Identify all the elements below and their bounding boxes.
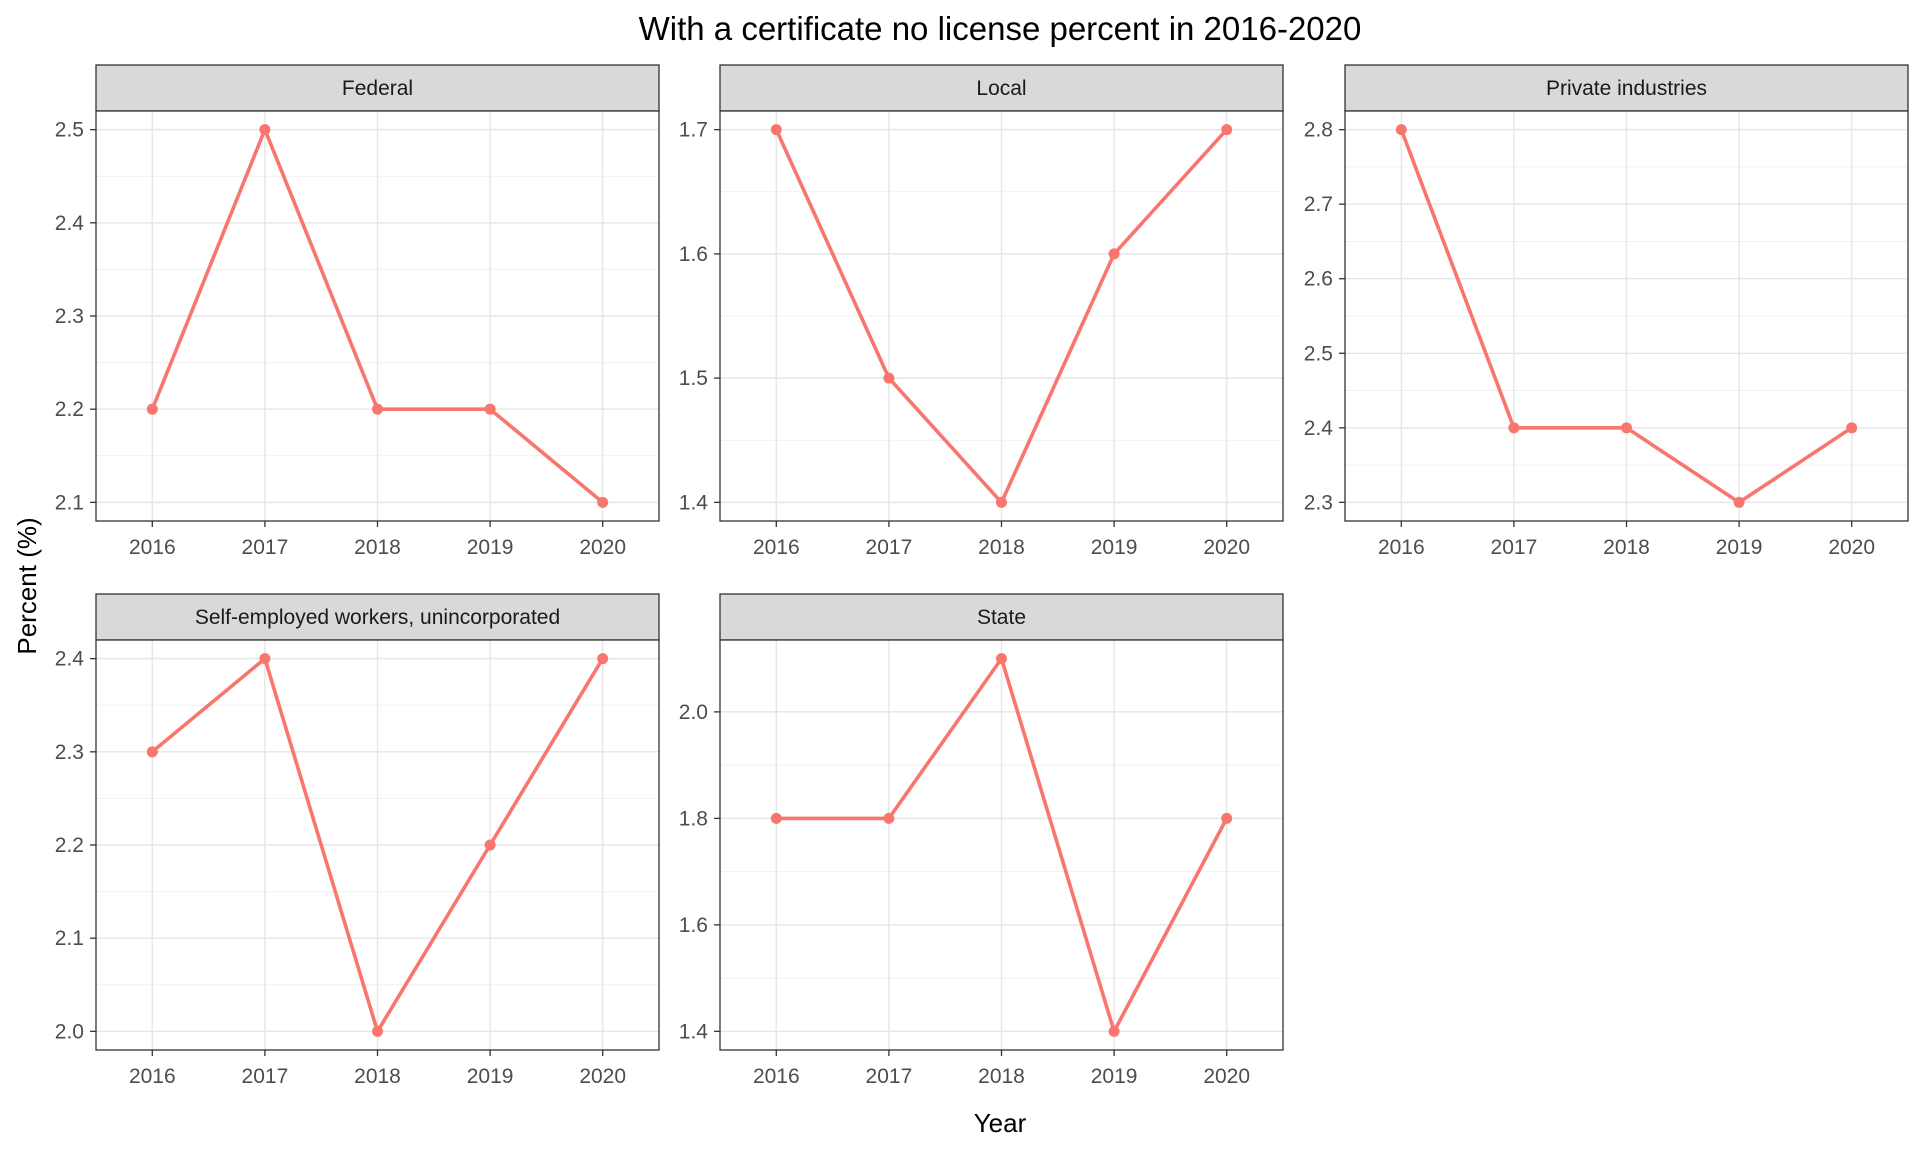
x-tick-label: 2020	[579, 536, 626, 559]
y-tick-label: 2.4	[55, 212, 85, 235]
data-point	[1733, 496, 1745, 508]
strip-label: State	[977, 606, 1026, 629]
strip-label: Self-employed workers, unincorporated	[195, 606, 560, 629]
x-tick-label: 2018	[354, 1065, 401, 1088]
data-point	[484, 839, 496, 851]
x-tick-label: 2017	[866, 1065, 913, 1088]
y-tick-label: 1.4	[679, 491, 709, 514]
x-tick-label: 2016	[753, 536, 800, 559]
y-tick-label: 2.3	[55, 305, 84, 328]
data-point	[1395, 124, 1407, 136]
data-point	[1221, 812, 1233, 824]
x-tick-label: 2017	[242, 536, 289, 559]
y-tick-label: 2.0	[679, 701, 708, 724]
x-tick-label: 2019	[467, 536, 514, 559]
strip-background	[719, 593, 1284, 641]
data-point	[1508, 422, 1520, 434]
strip-label: Private industries	[1546, 77, 1707, 100]
x-tick-label: 2019	[1716, 536, 1763, 559]
x-tick-label: 2016	[753, 1065, 800, 1088]
panel-self-employed-workers-unincorporated: Self-employed workers, unincorporated 2.0…	[55, 593, 660, 1088]
x-tick-label: 2019	[1091, 1065, 1138, 1088]
strip-background	[95, 64, 660, 112]
data-point	[597, 496, 609, 508]
x-tick-label: 2018	[354, 536, 401, 559]
data-point	[146, 403, 158, 415]
data-point	[1108, 1025, 1120, 1037]
data-point	[1846, 422, 1858, 434]
data-point	[259, 124, 271, 136]
panel-state: State 1.4 1.6 1.8 2.0 2016 2017 2018 2019 2020	[679, 593, 1284, 1088]
y-tick-label: 2.0	[55, 1020, 84, 1043]
x-tick-label: 2020	[1203, 536, 1250, 559]
data-point	[996, 496, 1007, 508]
data-point	[146, 746, 158, 758]
x-tick-label: 2020	[1828, 536, 1875, 559]
y-tick-label: 2.4	[55, 648, 85, 671]
y-tick-label: 2.7	[1304, 193, 1333, 216]
data-point	[1221, 124, 1233, 136]
x-tick-label: 2018	[978, 1065, 1025, 1088]
y-tick-label: 1.6	[679, 914, 708, 937]
y-tick-label: 2.5	[1304, 342, 1333, 365]
y-axis-title: Percent (%)	[12, 517, 42, 654]
data-point	[372, 403, 383, 415]
x-tick-label: 2018	[978, 536, 1025, 559]
y-tick-label: 2.5	[55, 119, 84, 142]
y-tick-label: 1.7	[679, 119, 708, 142]
panel-private-industries: Private industries 2.3 2.4 2.5 2.6 2.7 2.8 2016…	[1304, 64, 1909, 559]
y-tick-label: 2.3	[1304, 491, 1333, 514]
panel-federal: Federal 2.1 2.2 2.3 2.4 2.5 2016 2017 2018 2019 20…	[55, 64, 660, 559]
data-point	[1108, 248, 1120, 260]
data-point	[770, 812, 782, 824]
x-tick-label: 2020	[1203, 1065, 1250, 1088]
x-axis-title: Year	[974, 1108, 1027, 1138]
data-point	[259, 653, 271, 665]
x-tick-label: 2016	[129, 536, 176, 559]
y-tick-label: 2.2	[55, 834, 84, 857]
y-tick-label: 2.4	[1304, 417, 1334, 440]
data-point	[770, 124, 782, 136]
panel-local: Local 1.4 1.5 1.6 1.7 2016 2017 2018 2019 2020	[679, 64, 1284, 559]
data-point	[996, 653, 1007, 665]
data-point	[1621, 422, 1632, 434]
y-tick-label: 2.2	[55, 398, 84, 421]
x-tick-label: 2016	[129, 1065, 176, 1088]
data-point	[597, 653, 609, 665]
x-tick-label: 2017	[866, 536, 913, 559]
data-point	[484, 403, 496, 415]
strip-background	[95, 593, 660, 641]
strip-label: Local	[976, 77, 1026, 100]
y-tick-label: 2.6	[1304, 268, 1333, 291]
y-tick-label: 1.5	[679, 367, 708, 390]
y-tick-label: 1.4	[679, 1020, 709, 1043]
data-point	[372, 1025, 383, 1037]
strip-background	[1344, 64, 1909, 112]
strip-label: Federal	[342, 77, 413, 100]
x-tick-label: 2017	[1491, 536, 1538, 559]
y-tick-label: 2.1	[55, 927, 84, 950]
y-tick-label: 1.8	[679, 807, 708, 830]
x-tick-label: 2020	[579, 1065, 626, 1088]
y-tick-label: 2.8	[1304, 119, 1333, 142]
x-tick-label: 2018	[1603, 536, 1650, 559]
x-tick-label: 2017	[242, 1065, 289, 1088]
data-point	[883, 812, 895, 824]
y-tick-label: 2.3	[55, 741, 84, 764]
data-point	[883, 372, 895, 384]
facet-panels: Federal 2.1 2.2 2.3 2.4 2.5 2016 2017 2018 2019 20…	[55, 64, 1909, 1088]
y-tick-label: 2.1	[55, 491, 84, 514]
x-tick-label: 2019	[1091, 536, 1138, 559]
chart-title: With a certificate no license percent in…	[639, 10, 1362, 47]
x-tick-label: 2016	[1378, 536, 1425, 559]
y-tick-label: 1.6	[679, 243, 708, 266]
x-tick-label: 2019	[467, 1065, 514, 1088]
